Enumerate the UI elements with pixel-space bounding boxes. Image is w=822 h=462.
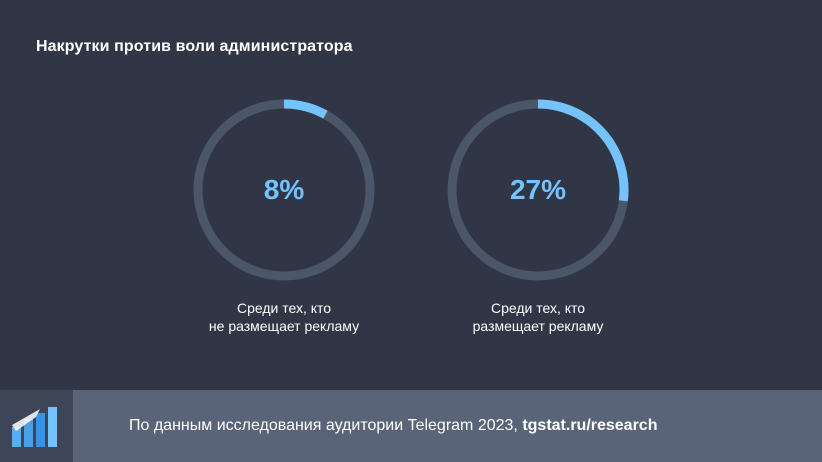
donut-caption-0: Среди тех, кто не размещает рекламу xyxy=(174,299,394,335)
donut-arc-0 xyxy=(283,99,328,119)
source-footer: По данным исследования аудитории Telegra… xyxy=(0,390,822,462)
donut-caption-1-line-1: Среди тех, кто xyxy=(490,300,586,316)
donut-caption-1: Среди тех, кто размещает рекламу xyxy=(428,299,648,335)
donut-caption-1-line-2: размещает рекламу xyxy=(472,318,604,334)
tgstat-logo-icon xyxy=(12,407,57,447)
donut-caption-0-line-2: не размещает рекламу xyxy=(208,318,360,334)
donut-gauge-0: 8% xyxy=(192,98,376,282)
chart-title: Накрутки против воли администратора xyxy=(36,38,353,55)
source-text-main: По данным исследования аудитории Telegra… xyxy=(129,417,523,434)
donut-caption-0-line-1: Среди тех, кто xyxy=(236,300,332,316)
source-text: По данным исследования аудитории Telegra… xyxy=(129,417,657,435)
donut-arc-1 xyxy=(537,99,629,202)
donut-gauge-1: 27% xyxy=(446,98,630,282)
tgstat-logo xyxy=(0,390,73,462)
donut-svg-1 xyxy=(447,99,629,281)
donut-value-0: 8% xyxy=(263,174,305,205)
donut-value-1: 27% xyxy=(509,174,567,205)
source-link[interactable]: tgstat.ru/research xyxy=(522,417,658,434)
donut-svg-0 xyxy=(193,99,375,281)
